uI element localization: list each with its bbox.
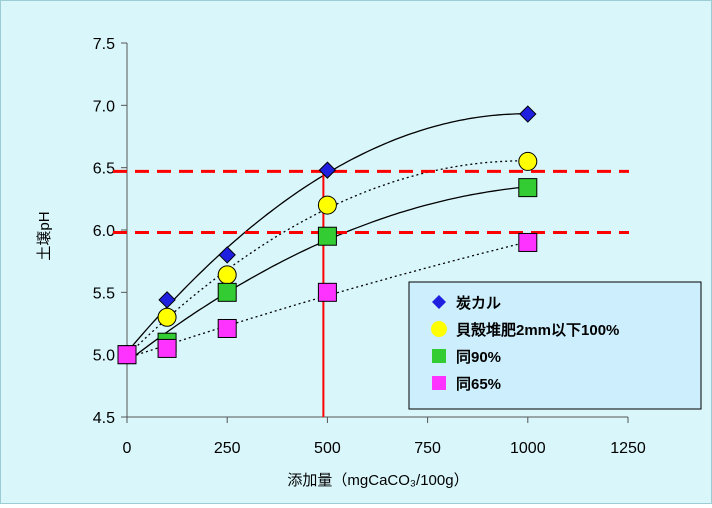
data-point [317,195,337,215]
x-tick-label: 1250 [610,440,646,457]
data-point [318,161,337,179]
x-tick-label: 1000 [510,440,546,457]
y-tick-label: 6.0 [93,223,115,240]
y-tick-label: 7.5 [93,36,115,53]
legend-label: 同90% [456,349,501,366]
legend-label: 貝殻堆肥2mm以下100% [456,321,619,339]
data-point [117,345,137,365]
legend-marker [432,376,446,390]
y-tick-label: 4.5 [93,410,115,427]
x-axis-title: 添加量（mgCaCO₃/100g） [287,472,468,489]
data-point [157,307,177,327]
x-tick-label: 250 [214,440,241,457]
data-point [518,232,538,252]
legend-marker [432,349,446,363]
x-tick-label: 0 [123,440,132,457]
data-point [217,265,237,285]
trendline [126,241,528,359]
data-point [519,105,537,123]
data-point [518,151,538,171]
data-point [518,178,538,198]
y-axis-title: 土壌pH [36,211,53,260]
x-tick-label: 750 [414,440,441,457]
legend-box [408,281,702,410]
legend-marker [432,295,446,309]
legend-label: 同65% [456,376,501,393]
data-point [217,318,237,338]
axes: 4.5 5.0 5.5 6.0 6.5 7.0 7.5 0 250 500 750 1000 1250 [93,36,646,457]
data-point [157,338,177,358]
legend-label: 炭カル [456,294,501,312]
legend-marker [431,321,447,337]
data-point [317,282,337,302]
trendline [126,160,528,357]
y-tick-label: 6.5 [93,161,115,178]
y-tick-label: 5.5 [93,285,115,302]
x-tick-label: 500 [314,440,341,457]
y-tick-label: 7.0 [93,98,115,115]
data-point [218,246,236,264]
data-point [158,291,176,309]
data-points [117,105,538,365]
data-point [317,226,337,246]
y-tick-label: 5.0 [93,348,115,365]
data-point [217,282,237,302]
